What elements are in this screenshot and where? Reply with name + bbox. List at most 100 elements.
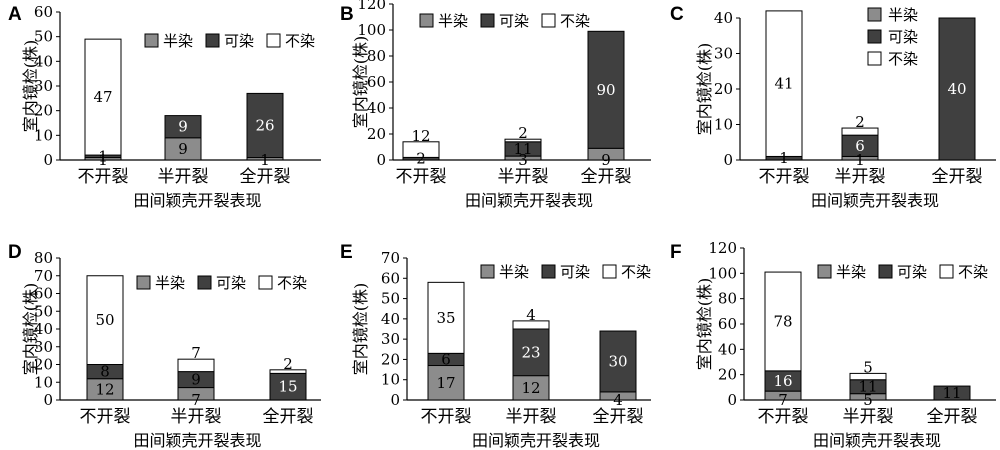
- data-label: 11: [513, 140, 532, 158]
- y-axis-title: 室内镜检(株): [695, 278, 714, 371]
- y-tick-label: 0: [723, 151, 733, 169]
- y-tick-label: 60: [381, 269, 400, 287]
- data-label: 26: [255, 116, 274, 134]
- data-label: 30: [608, 352, 627, 370]
- y-tick-label: 40: [34, 320, 53, 338]
- x-axis-title: 田间颖壳开裂表现: [465, 191, 593, 210]
- y-axis-title: 室内镜检(株): [351, 36, 370, 129]
- panel-letter: D: [8, 242, 22, 263]
- bar-segment: [512, 375, 550, 401]
- data-label: 12: [521, 379, 540, 397]
- data-label: 1: [855, 151, 865, 169]
- y-tick-label: 30: [34, 77, 53, 95]
- x-category-label: 全开裂: [927, 407, 978, 427]
- bar-segment: [427, 281, 465, 354]
- legend-label: 不染: [285, 32, 315, 50]
- y-tick-label: 80: [34, 249, 53, 267]
- legend-label: 不染: [621, 263, 651, 281]
- bar-segment: [933, 385, 971, 401]
- legend-swatch-1: [480, 13, 495, 28]
- y-tick-label: 20: [381, 350, 400, 368]
- data-label: 5: [863, 391, 873, 409]
- data-label: 11: [942, 384, 961, 402]
- y-tick-label: 40: [367, 99, 386, 117]
- data-label: 12: [95, 380, 114, 398]
- data-label: 3: [518, 151, 528, 169]
- data-label: 17: [436, 374, 455, 392]
- data-label: 50: [95, 311, 114, 329]
- bar-segment: [269, 369, 307, 374]
- bar-segment: [164, 115, 202, 139]
- legend-swatch-2: [602, 264, 617, 279]
- x-category-label: 不开裂: [421, 407, 472, 427]
- y-tick-label: 40: [714, 9, 733, 27]
- y-axis-title: 室内镜检(株): [21, 283, 40, 376]
- bar-segment: [841, 127, 879, 136]
- y-tick-label: 0: [390, 391, 400, 409]
- x-axis-title: 田间颖壳开裂表现: [811, 191, 939, 210]
- bar-segment: [84, 38, 122, 156]
- legend-swatch-0: [480, 264, 495, 279]
- panel-letter: A: [8, 4, 22, 25]
- data-label: 11: [858, 378, 877, 396]
- bar-segment: [427, 365, 465, 401]
- data-label: 6: [441, 350, 451, 368]
- legend-swatch-1: [205, 33, 220, 48]
- y-tick-label: 10: [381, 371, 400, 389]
- bar-segment: [86, 275, 124, 365]
- data-label: 7: [778, 391, 788, 409]
- legend-swatch-2: [867, 51, 882, 66]
- data-label: 16: [773, 372, 792, 390]
- legend-swatch-1: [197, 275, 212, 290]
- data-label: 90: [596, 81, 615, 99]
- panel-letter: C: [670, 4, 684, 25]
- legend-swatch-2: [258, 275, 273, 290]
- legend-label: 半染: [438, 12, 468, 30]
- x-axis-title: 田间颖壳开裂表现: [813, 431, 941, 450]
- legend-label: 半染: [155, 274, 185, 292]
- legend-label: 半染: [163, 32, 193, 50]
- bar-segment: [177, 358, 215, 373]
- x-category-label: 不开裂: [758, 407, 809, 427]
- legend-label: 可染: [499, 12, 529, 30]
- data-label: 5: [863, 358, 873, 376]
- x-category-label: 全开裂: [932, 167, 983, 187]
- y-tick-label: 20: [367, 125, 386, 143]
- legend-label: 不染: [958, 263, 988, 281]
- y-tick-label: 10: [714, 116, 733, 134]
- x-category-label: 半开裂: [835, 167, 886, 187]
- y-tick-label: 40: [381, 310, 400, 328]
- data-label: 1: [779, 149, 789, 167]
- data-label: 40: [947, 80, 966, 98]
- bar-segment: [269, 372, 307, 401]
- panel-letter: E: [340, 242, 353, 263]
- legend-swatch-1: [541, 264, 556, 279]
- y-tick-label: 100: [357, 21, 386, 39]
- x-category-label: 全开裂: [581, 167, 632, 187]
- y-tick-label: 30: [34, 338, 53, 356]
- y-tick-label: 50: [381, 290, 400, 308]
- data-label: 12: [411, 127, 430, 145]
- legend-label: 可染: [224, 32, 254, 50]
- legend-swatch-0: [867, 7, 882, 22]
- y-tick-label: 120: [357, 0, 386, 13]
- bar-segment: [402, 141, 440, 158]
- data-label: 2: [518, 124, 528, 142]
- x-category-label: 不开裂: [78, 167, 129, 187]
- legend-label: 可染: [216, 274, 246, 292]
- x-category-label: 全开裂: [240, 167, 291, 187]
- y-axis-title: 室内镜检(株): [21, 40, 40, 133]
- x-category-label: 半开裂: [171, 407, 222, 427]
- bar-segment: [849, 372, 887, 381]
- data-label: 7: [191, 391, 201, 409]
- legend-swatch-0: [817, 264, 832, 279]
- legend-swatch-2: [939, 264, 954, 279]
- data-label: 9: [178, 140, 188, 158]
- y-axis-title: 室内镜检(株): [351, 283, 370, 376]
- y-tick-label: 100: [708, 264, 737, 282]
- data-label: 2: [855, 113, 865, 131]
